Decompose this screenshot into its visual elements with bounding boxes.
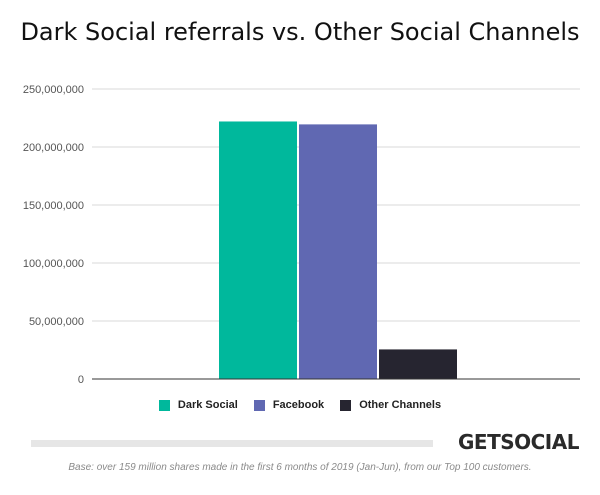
y-tick-label: 100,000,000 [23, 258, 84, 270]
legend-swatch-dark-social [158, 399, 170, 411]
footer-divider-bar [31, 440, 433, 447]
legend-swatch-other-channels [340, 399, 352, 411]
getsocial-logo: GETSOCIAL [458, 430, 579, 454]
chart-title: Dark Social referrals vs. Other Social C… [20, 18, 580, 46]
legend: Dark Social Facebook Other Channels [0, 399, 600, 411]
legend-label-other-channels: Other Channels [359, 399, 442, 411]
y-tick-label: 0 [78, 374, 84, 386]
bar-other-channels [379, 349, 457, 379]
y-tick-label: 250,000,000 [23, 84, 84, 96]
bar-facebook [299, 124, 377, 379]
legend-swatch-facebook [253, 399, 265, 411]
y-tick-label: 200,000,000 [23, 142, 84, 154]
footnote: Base: over 159 million shares made in th… [68, 462, 532, 473]
legend-label-dark-social: Dark Social [177, 399, 238, 411]
legend-item-other-channels: Other Channels [340, 399, 441, 411]
bar-dark-social [219, 121, 297, 379]
legend-item-dark-social: Dark Social [158, 399, 238, 411]
bar-chart: 0 50,000,000 100,000,000 150,000,000 200,000… [23, 84, 580, 386]
y-tick-label: 50,000,000 [29, 316, 84, 328]
legend-label-facebook: Facebook [272, 399, 325, 411]
legend-item-facebook: Facebook [253, 399, 325, 411]
y-tick-label: 150,000,000 [23, 200, 84, 212]
